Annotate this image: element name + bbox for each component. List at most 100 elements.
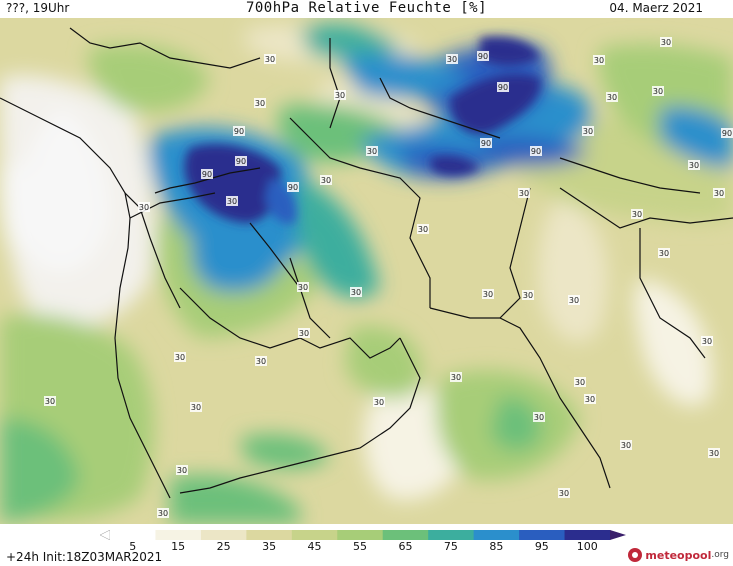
contour-label-30: 30 [620,440,632,450]
colorbar-segment [246,530,293,540]
contour-label-30: 30 [582,126,594,136]
colorbar-segment [473,530,520,540]
colorbar-min-arrow [100,530,111,540]
svg-text:30: 30 [659,249,669,258]
svg-text:30: 30 [321,176,331,185]
svg-text:30: 30 [653,87,663,96]
humidity-map: 90 90 90 90 90 90 90 90 90 30 30 30 30 3… [0,18,733,524]
svg-text:30: 30 [569,296,579,305]
svg-text:90: 90 [478,52,488,61]
contour-label-90: 90 [721,128,733,138]
colorbar-segment [155,530,202,540]
contour-label-30: 30 [417,224,429,234]
colorbar-tick-label: 25 [216,540,231,553]
contour-label-30: 30 [688,160,700,170]
contour-label-90: 90 [201,169,213,179]
contour-label-30: 30 [174,352,186,362]
contour-label-30: 30 [298,328,310,338]
svg-text:90: 90 [236,157,246,166]
svg-text:30: 30 [298,283,308,292]
colorbar-segment [110,530,156,540]
contour-label-30: 30 [138,202,150,212]
contour-label-90: 90 [530,146,542,156]
svg-text:90: 90 [234,127,244,136]
contour-label-30: 30 [713,188,725,198]
colorbar-tick-label: 45 [307,540,322,553]
humidity-map-canvas: 90 90 90 90 90 90 90 90 90 30 30 30 30 3… [0,18,733,524]
contour-label-30: 30 [226,196,238,206]
contour-label-30: 30 [558,488,570,498]
svg-text:30: 30 [227,197,237,206]
svg-text:30: 30 [594,56,604,65]
colorbar-tick-label: 75 [443,540,458,553]
contour-label-30: 30 [320,175,332,185]
svg-text:30: 30 [523,291,533,300]
colorbar-tick-label: 15 [171,540,186,553]
contour-labels: 90 90 90 90 90 90 90 90 90 30 30 30 30 3… [44,37,733,518]
colorbar-tick-label: 100 [576,540,598,553]
svg-text:30: 30 [139,203,149,212]
contour-label-30: 30 [334,90,346,100]
contour-label-90: 90 [235,156,247,166]
logo-suffix: .org [711,550,729,560]
svg-text:30: 30 [447,55,457,64]
svg-text:90: 90 [722,129,732,138]
logo-text: meteopool [645,548,712,562]
contour-label-30: 30 [658,248,670,258]
contour-label-30: 30 [297,282,309,292]
contour-label-90: 90 [480,138,492,148]
svg-text:30: 30 [265,55,275,64]
logo-mark-icon [628,548,643,562]
svg-text:30: 30 [256,357,266,366]
svg-text:30: 30 [418,225,428,234]
svg-text:30: 30 [661,38,671,47]
svg-text:30: 30 [367,147,377,156]
valid-time-label: ???, 19Uhr [6,1,70,15]
contour-label-30: 30 [450,372,462,382]
svg-text:30: 30 [335,91,345,100]
contour-label-30: 30 [190,402,202,412]
colorbar-segment [291,530,338,540]
contour-label-30: 30 [255,356,267,366]
contour-label-90: 90 [477,51,489,61]
contour-label-30: 30 [264,54,276,64]
svg-text:30: 30 [158,509,168,518]
contour-label-30: 30 [593,55,605,65]
colorbar-tick-label: 55 [353,540,367,553]
svg-text:30: 30 [621,441,631,450]
svg-text:30: 30 [255,99,265,108]
forecast-date: 04. Maerz 2021 [609,1,703,15]
svg-text:90: 90 [531,147,541,156]
svg-text:30: 30 [583,127,593,136]
svg-text:30: 30 [632,210,642,219]
svg-text:30: 30 [709,449,719,458]
contour-label-30: 30 [366,146,378,156]
contour-label-30: 30 [533,412,545,422]
svg-text:30: 30 [714,189,724,198]
contour-label-30: 30 [44,396,56,406]
svg-text:30: 30 [702,337,712,346]
contour-label-30: 30 [373,397,385,407]
contour-label-30: 30 [574,377,586,387]
colorbar-tick-label: 95 [534,540,549,553]
contour-label-30: 30 [568,295,580,305]
colorbar-segment [382,530,429,540]
colorbar [100,530,626,540]
colorbar-segment [564,530,611,540]
map-header: ???, 19Uhr 700hPa Relative Feuchte [%] 0… [0,0,733,18]
contour-label-30: 30 [482,289,494,299]
contour-label-30: 30 [660,37,672,47]
colorbar-tick-label: 65 [398,540,413,553]
contour-label-90: 90 [497,82,509,92]
svg-text:30: 30 [177,466,187,475]
colorbar-tick-label: 5 [129,540,137,553]
svg-text:30: 30 [45,397,55,406]
init-time-label: +24h Init:18Z03MAR2021 [6,550,163,564]
colorbar-tick-label: 85 [489,540,504,553]
svg-text:90: 90 [202,170,212,179]
svg-text:30: 30 [299,329,309,338]
svg-text:30: 30 [175,353,185,362]
svg-text:30: 30 [607,93,617,102]
contour-label-30: 30 [631,209,643,219]
contour-label-30: 30 [350,287,362,297]
